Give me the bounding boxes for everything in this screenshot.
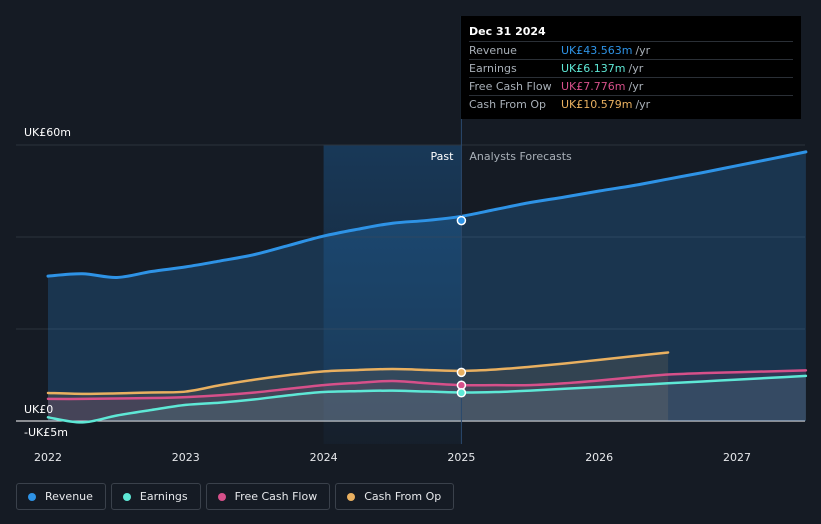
legend-label: Earnings [139,490,188,503]
tooltip-unit: /yr [628,80,644,93]
legend-dot-icon [122,492,131,501]
tooltip-label: Earnings [469,62,517,75]
legend-label: Free Cash Flow [234,490,318,503]
x-tick-label: 2026 [585,451,613,464]
tooltip-label: Free Cash Flow [469,80,552,93]
tooltip-value: UK£10.579m [561,98,633,111]
area-free-cash-flow [48,370,806,421]
tooltip: Dec 31 2024 Revenue UK£43.563m /yr Earni… [461,16,801,119]
legend-dot-icon [217,492,226,501]
tooltip-row-revenue: Revenue UK£43.563m /yr [469,41,793,59]
x-tick-label: 2024 [310,451,338,464]
x-tick-label: 2022 [34,451,62,464]
tooltip-value: UK£43.563m [561,44,633,57]
tooltip-value: UK£6.137m [561,62,626,75]
line-cash-from-op [46,351,670,396]
y-tick-label: -UK£5m [24,426,68,439]
marker-cash-from-op [456,367,467,378]
line-free-cash-flow [46,369,808,401]
legend: Revenue Earnings Free Cash Flow Cash Fro… [16,483,455,510]
legend-item-cash-from-op[interactable]: Cash From Op [335,483,455,510]
past-label: Past [430,150,454,163]
x-tick-label: 2027 [723,451,751,464]
tooltip-row-earnings: Earnings UK£6.137m /yr [469,59,793,77]
tooltip-row-free-cash-flow: Free Cash Flow UK£7.776m /yr [469,77,793,95]
tooltip-unit: /yr [635,44,651,57]
tooltip-row-cash-from-op: Cash From Op UK£10.579m /yr [469,95,793,113]
area-revenue [48,151,806,421]
legend-label: Revenue [45,490,93,503]
marker-earnings [456,388,467,398]
legend-item-free-cash-flow[interactable]: Free Cash Flow [205,483,331,510]
legend-label: Cash From Op [364,490,442,503]
line-revenue [46,150,808,279]
area-earnings [48,375,806,423]
legend-item-revenue[interactable]: Revenue [16,483,106,510]
tooltip-unit: /yr [628,62,644,75]
past-highlight-band [323,145,462,444]
tooltip-date: Dec 31 2024 [469,25,546,38]
legend-dot-icon [347,492,356,501]
tooltip-label: Cash From Op [469,98,547,111]
line-earnings [46,374,808,424]
legend-dot-icon [28,492,36,501]
tooltip-label: Revenue [469,44,517,57]
y-tick-label: UK£60m [24,126,71,139]
y-tick-label: UK£0 [24,403,53,416]
x-tick-label: 2025 [447,451,475,464]
forecast-label: Analysts Forecasts [469,150,572,163]
tooltip-value: UK£7.776m [561,80,626,93]
tooltip-unit: /yr [635,98,651,111]
legend-item-earnings[interactable]: Earnings [110,483,201,510]
marker-revenue [456,215,467,226]
x-tick-label: 2023 [172,451,200,464]
